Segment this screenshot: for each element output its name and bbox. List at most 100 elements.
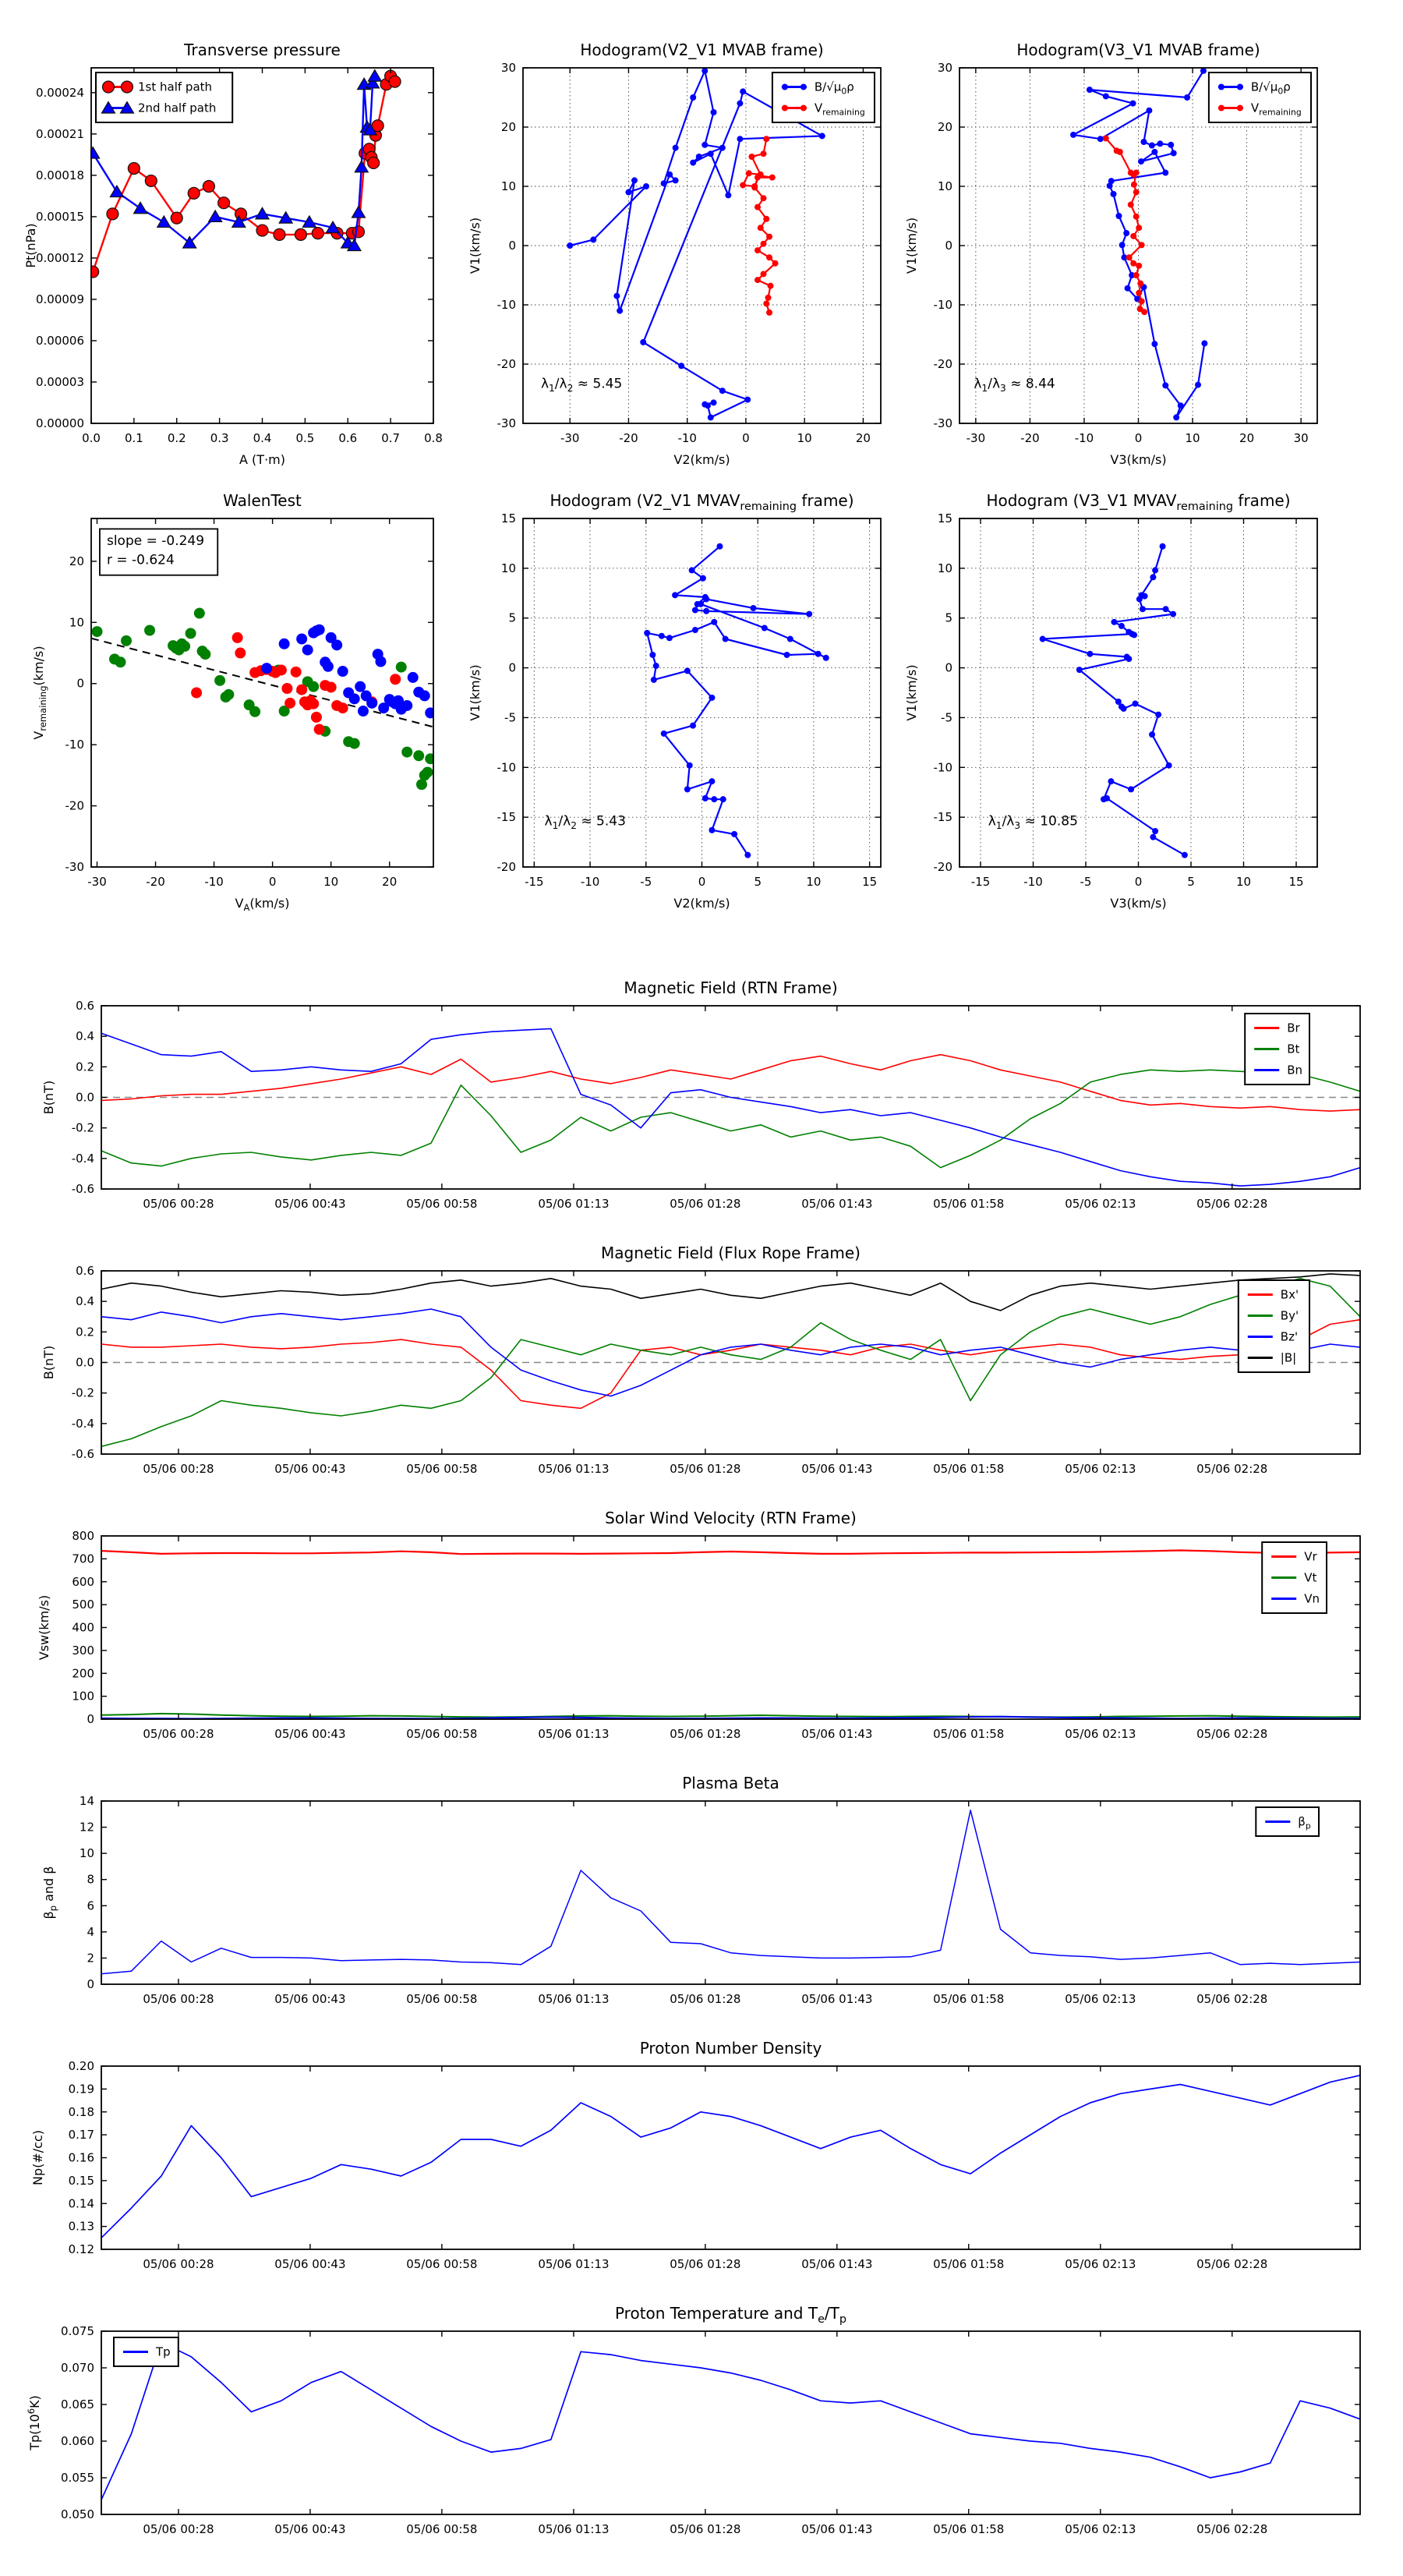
marker-circle xyxy=(127,161,140,175)
marker-dot xyxy=(1130,260,1137,267)
marker-dot xyxy=(1181,851,1188,858)
marker-dot xyxy=(711,618,718,625)
y-axis-label: Vsw(km/s) xyxy=(37,1595,51,1660)
marker-dot xyxy=(703,607,710,614)
y-tick-label: -0.2 xyxy=(72,1121,94,1135)
legend-label: 2nd half path xyxy=(138,101,216,115)
series-bz- xyxy=(101,1308,1361,1397)
x-tick-label: 20 xyxy=(382,875,397,889)
y-tick-label: -30 xyxy=(65,860,85,874)
axis-ticks: 05/06 00:28 05/06 00:43 05/06 00:58 05/06 0… xyxy=(72,1264,1360,1476)
marker-dot xyxy=(1126,656,1133,663)
series-tp xyxy=(101,2341,1361,2500)
y-tick-label: 0.4 xyxy=(76,1029,94,1043)
marker-dot xyxy=(1130,181,1137,188)
y-tick-label: 0.12 xyxy=(69,2242,94,2256)
marker-dot xyxy=(800,83,807,90)
x-tick-label: 05/06 01:28 xyxy=(670,1992,740,2006)
series-line xyxy=(101,1278,1361,1447)
series-line xyxy=(101,1053,1361,1112)
y-tick-label: 0.00006 xyxy=(36,334,84,348)
series-group xyxy=(567,67,825,421)
y-tick-label: 0.13 xyxy=(69,2220,94,2234)
y-tick-label: 20 xyxy=(501,120,516,134)
x-tick-label: 05/06 00:28 xyxy=(143,2257,214,2271)
chart-title: Proton Number Density xyxy=(640,2039,822,2058)
chart-proton-number-density: 05/06 00:28 05/06 00:43 05/06 00:58 05/06 0… xyxy=(30,2039,1361,2271)
y-tick-label: 0.0 xyxy=(76,1091,94,1105)
marker-dot xyxy=(719,144,726,151)
marker-dot xyxy=(652,663,659,670)
y-tick-label: -10 xyxy=(497,760,517,774)
plot-area xyxy=(91,518,433,867)
marker-dot xyxy=(744,851,751,858)
marker-dot xyxy=(1170,150,1177,157)
marker-dot xyxy=(407,671,419,683)
marker-dot xyxy=(711,796,718,803)
marker-dot xyxy=(425,753,434,765)
marker-dot xyxy=(214,674,226,686)
series-group xyxy=(90,607,434,791)
x-tick-label: 05/06 02:28 xyxy=(1196,1992,1267,2006)
chart-title: Hodogram(V3_V1 MVAB frame) xyxy=(1016,41,1260,59)
x-tick-label: 0.4 xyxy=(253,431,272,445)
series-group xyxy=(90,69,401,278)
marker-dot xyxy=(1118,622,1125,629)
marker-circle xyxy=(294,228,307,241)
marker-dot xyxy=(702,141,709,148)
marker-dot xyxy=(290,666,302,678)
x-tick-label: 0 xyxy=(698,875,706,889)
y-tick-label: 0 xyxy=(87,1712,94,1726)
series-b-over-sqrt-mu0-rho xyxy=(567,67,825,421)
marker-dot xyxy=(772,260,779,267)
chart-title: WalenTest xyxy=(223,491,302,510)
x-tick-label: 05/06 01:43 xyxy=(801,1197,872,1211)
x-tick-label: 0 xyxy=(1135,875,1143,889)
marker-dot xyxy=(754,203,761,211)
marker-dot xyxy=(392,695,404,706)
marker-dot xyxy=(1150,574,1157,581)
x-tick-label: 05/06 01:58 xyxy=(933,1462,1004,1476)
marker-circle xyxy=(367,156,380,170)
marker-dot xyxy=(760,271,767,278)
y-tick-label: 0.00024 xyxy=(36,86,84,100)
x-axis-label: V2(km/s) xyxy=(673,896,730,911)
marker-dot xyxy=(1159,543,1166,550)
marker-dot xyxy=(786,635,793,642)
marker-dot xyxy=(415,779,427,791)
marker-dot xyxy=(740,182,747,189)
x-tick-label: 05/06 01:43 xyxy=(801,1727,872,1741)
chart-magnetic-field-rtn: 05/06 00:28 05/06 00:43 05/06 00:58 05/06 0… xyxy=(41,978,1361,1211)
legend-label: Bx' xyxy=(1281,1288,1299,1302)
marker-triangle xyxy=(182,235,197,249)
marker-dot xyxy=(308,681,320,692)
marker-dot xyxy=(766,254,773,261)
marker-dot xyxy=(348,738,360,749)
marker-circle xyxy=(311,226,324,240)
plot-area xyxy=(101,1536,1360,1719)
legend-label: Vremaining xyxy=(1251,101,1302,118)
x-tick-label: 0 xyxy=(269,875,277,889)
marker-dot xyxy=(296,633,308,645)
x-tick-label: 05/06 00:58 xyxy=(406,1197,477,1211)
marker-dot xyxy=(1104,794,1110,801)
marker-dot xyxy=(1115,698,1122,705)
marker-dot xyxy=(666,171,673,178)
y-tick-label: 0.17 xyxy=(69,2128,94,2142)
series-v-remaining-hodogram xyxy=(1039,543,1188,858)
marker-dot xyxy=(1121,254,1128,261)
marker-dot xyxy=(284,697,296,709)
x-tick-label: 05/06 01:13 xyxy=(538,2522,609,2536)
y-tick-label: 0 xyxy=(945,661,952,675)
marker-triangle xyxy=(351,205,366,218)
x-tick-label: 05/06 00:58 xyxy=(406,1727,477,1741)
marker-dot xyxy=(331,639,343,651)
x-tick-label: 30 xyxy=(1294,431,1309,445)
x-tick-label: -10 xyxy=(581,875,600,889)
marker-dot xyxy=(121,635,133,646)
y-tick-label: 0.060 xyxy=(61,2434,94,2448)
marker-dot xyxy=(760,150,767,157)
series-line xyxy=(101,2341,1361,2500)
x-tick-label: 0 xyxy=(1135,431,1143,445)
axis-ticks: -30 -20 -10 0 10 20 -30 -20 -10 0 10 20 30 xyxy=(497,61,881,445)
